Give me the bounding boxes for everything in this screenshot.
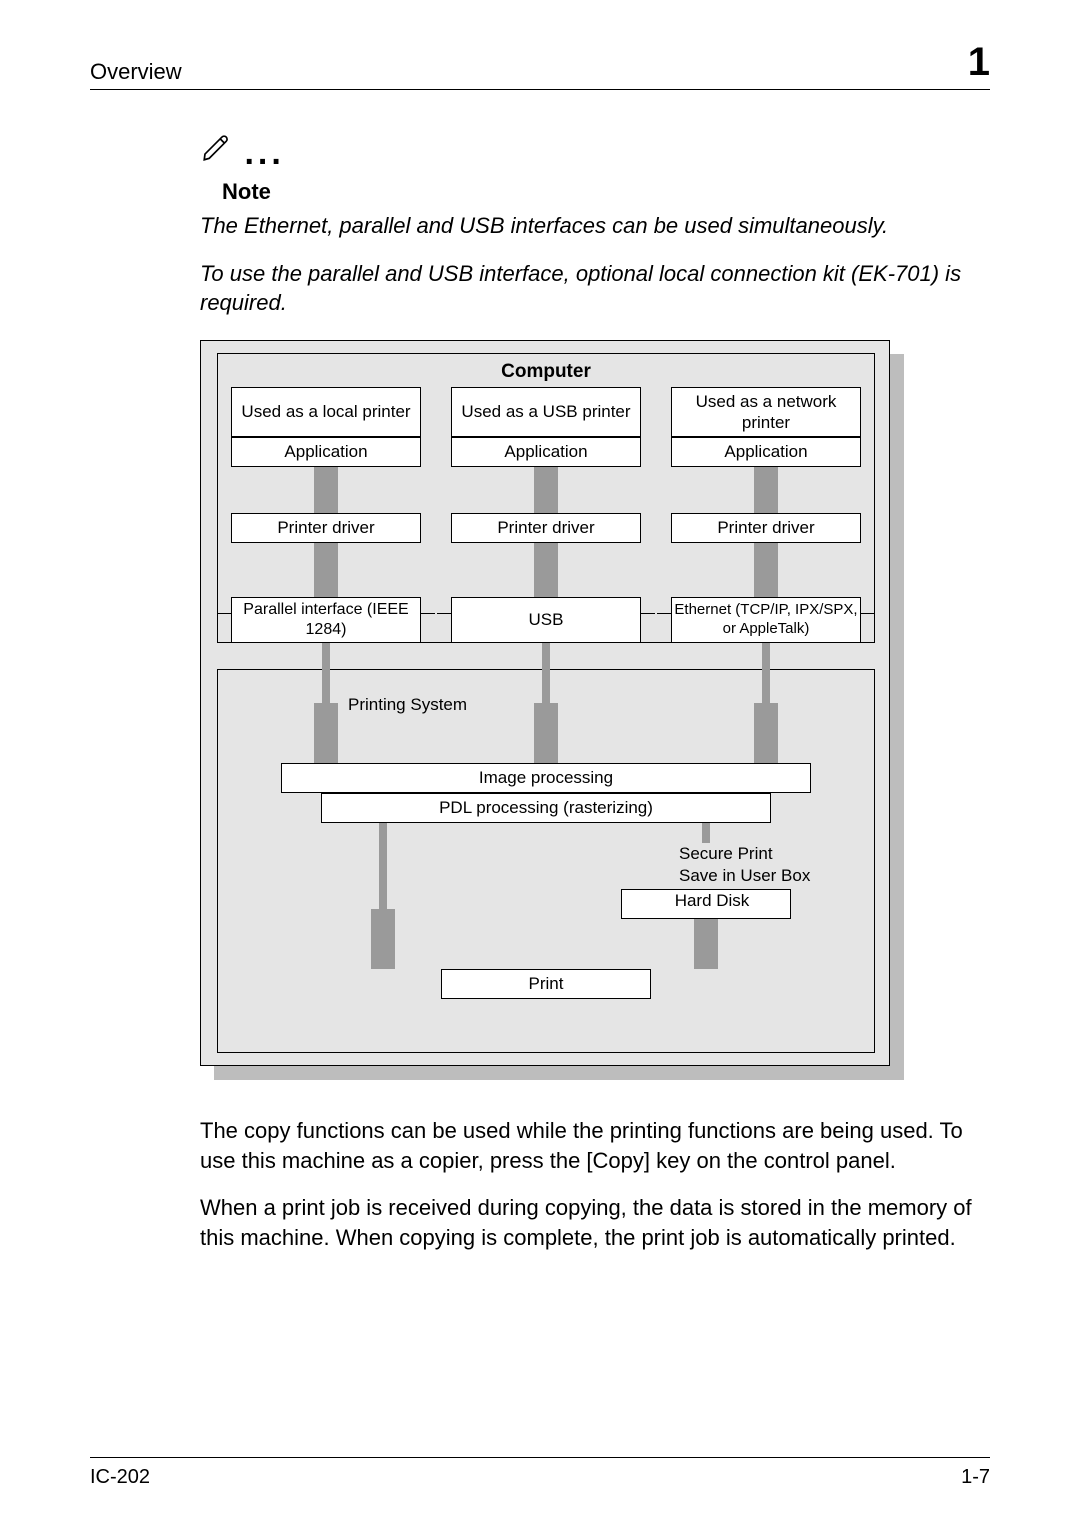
computer-title: Computer: [218, 360, 874, 384]
iface-0: Parallel interface (IEEE 1284): [232, 600, 420, 640]
hard-disk: Hard Disk: [675, 890, 750, 911]
diagram: Computer Used as a local printer Used as…: [200, 340, 890, 1080]
driver-box-1: Printer driver: [451, 513, 641, 543]
hard-disk-box: Hard Disk: [621, 889, 791, 919]
iface-box-0: Parallel interface (IEEE 1284): [231, 597, 421, 643]
header-title: Overview: [90, 59, 182, 85]
usage-local-box: Used as a local printer: [231, 387, 421, 437]
arrow-icon: [694, 919, 718, 969]
page-header: Overview 1: [90, 40, 990, 90]
iface-box-1: USB: [451, 597, 641, 643]
print: Print: [529, 973, 564, 994]
chapter-number: 1: [968, 40, 990, 85]
hconn-2l: [657, 613, 671, 614]
note-text-2: To use the parallel and USB interface, o…: [200, 259, 980, 318]
note-label: Note: [222, 179, 980, 205]
note-text-1: The Ethernet, parallel and USB interface…: [200, 211, 980, 241]
driver-box-0: Printer driver: [231, 513, 421, 543]
diagram-surface: Computer Used as a local printer Used as…: [200, 340, 890, 1066]
app-2: Application: [724, 441, 807, 462]
arrow-icon: [694, 823, 718, 889]
footer-model: IC-202: [90, 1466, 150, 1489]
hconn-0r: [421, 613, 435, 614]
image-processing-box: Image processing: [281, 763, 811, 793]
driver-box-2: Printer driver: [671, 513, 861, 543]
app-1: Application: [504, 441, 587, 462]
note-dots: ...: [244, 134, 284, 172]
pdl-processing-box: PDL processing (rasterizing): [321, 793, 771, 823]
print-box: Print: [441, 969, 651, 999]
arrow-icon: [534, 543, 558, 597]
usage-usb-box: Used as a USB printer: [451, 387, 641, 437]
arrow-icon: [534, 643, 558, 763]
image-processing: Image processing: [479, 767, 613, 788]
body-para-1: The copy functions can be used while the…: [200, 1116, 980, 1175]
footer-page: 1-7: [961, 1466, 990, 1489]
app-box-0: Application: [231, 437, 421, 467]
iface-1: USB: [529, 609, 564, 630]
note-icon-row: ...: [200, 130, 980, 173]
page-footer: IC-202 1-7: [90, 1457, 990, 1489]
usage-local: Used as a local printer: [241, 401, 410, 422]
iface-2: Ethernet (TCP/IP, IPX/SPX, or AppleTalk): [672, 601, 860, 639]
driver-1: Printer driver: [497, 517, 594, 538]
arrow-icon: [754, 467, 778, 513]
page: Overview 1 ... Note The Ethernet, parall…: [0, 0, 1080, 1529]
app-box-2: Application: [671, 437, 861, 467]
hconn-2r: [861, 613, 875, 614]
printing-system-title: Printing System: [348, 694, 467, 715]
driver-0: Printer driver: [277, 517, 374, 538]
hconn-1r: [641, 613, 655, 614]
arrow-icon: [314, 467, 338, 513]
app-box-1: Application: [451, 437, 641, 467]
driver-2: Printer driver: [717, 517, 814, 538]
usage-network: Used as a network printer: [672, 391, 860, 434]
pdl-processing: PDL processing (rasterizing): [439, 797, 653, 818]
arrow-icon: [754, 643, 778, 763]
arrow-icon: [534, 467, 558, 513]
hconn-0l: [217, 613, 231, 614]
arrow-icon: [754, 543, 778, 597]
body-para-2: When a print job is received during copy…: [200, 1193, 980, 1252]
arrow-icon: [314, 543, 338, 597]
arrow-icon: [314, 643, 338, 763]
note-block: ... Note The Ethernet, parallel and USB …: [200, 130, 980, 318]
arrow-icon: [371, 823, 395, 969]
pencil-icon: [200, 151, 238, 168]
iface-box-2: Ethernet (TCP/IP, IPX/SPX, or AppleTalk): [671, 597, 861, 643]
usage-usb: Used as a USB printer: [461, 401, 630, 422]
usage-network-box: Used as a network printer: [671, 387, 861, 437]
app-0: Application: [284, 441, 367, 462]
hconn-1l: [437, 613, 451, 614]
